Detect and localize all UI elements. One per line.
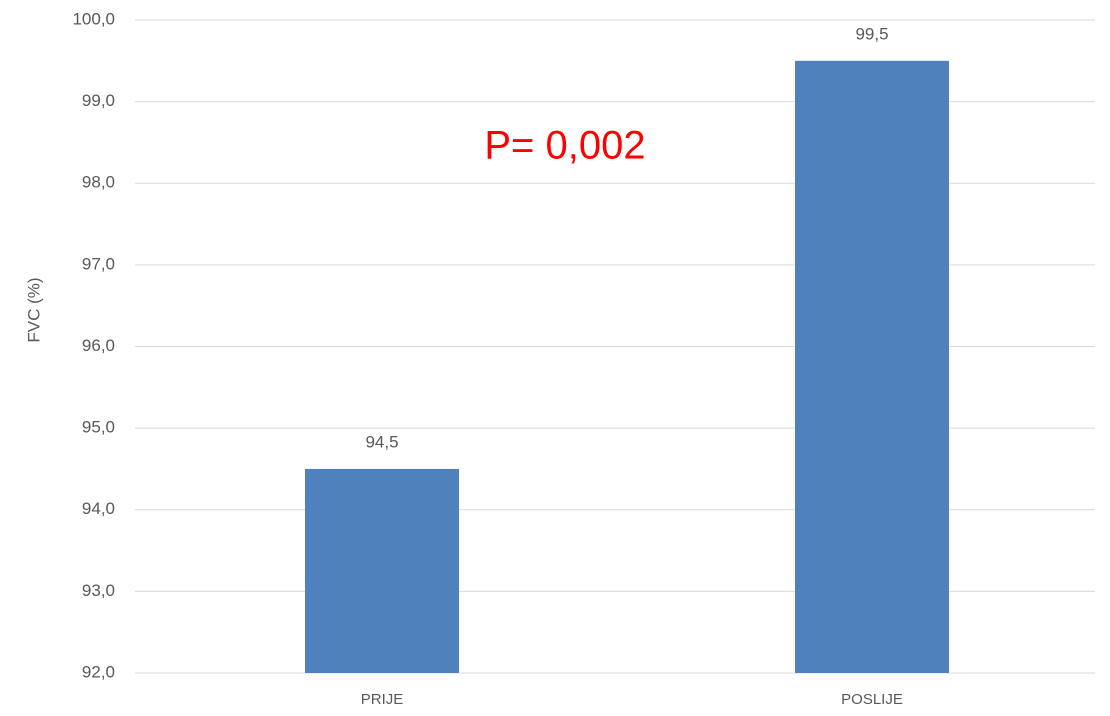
x-tick-label: PRIJE: [361, 691, 404, 708]
y-tick-label: 93,0: [82, 581, 115, 600]
x-tick-label: POSLIJE: [841, 691, 903, 708]
data-label: 99,5: [855, 24, 888, 43]
y-tick-label: 95,0: [82, 418, 115, 437]
bar: [795, 60, 949, 673]
data-label: 94,5: [365, 432, 398, 451]
y-tick-label: 100,0: [72, 9, 115, 28]
y-tick-label: 92,0: [82, 662, 115, 681]
y-axis-label: FVC (%): [24, 277, 43, 342]
bar: [305, 468, 459, 673]
y-tick-label: 98,0: [82, 173, 115, 192]
y-tick-label: 94,0: [82, 499, 115, 518]
y-tick-label: 96,0: [82, 336, 115, 355]
annotation: P= 0,002: [484, 124, 645, 168]
y-tick-label: 97,0: [82, 254, 115, 273]
y-tick-label: 99,0: [82, 91, 115, 110]
